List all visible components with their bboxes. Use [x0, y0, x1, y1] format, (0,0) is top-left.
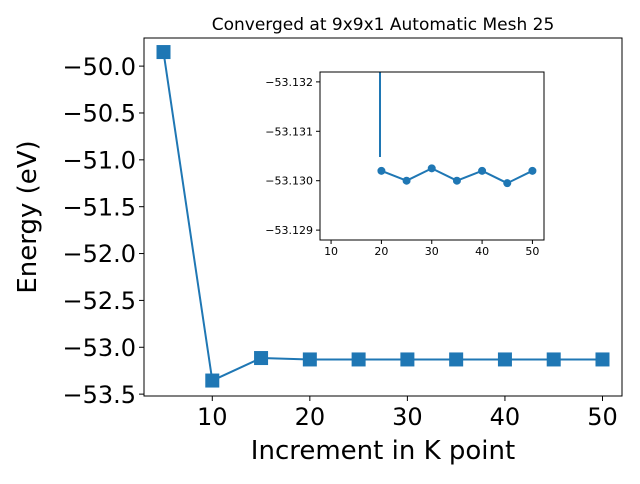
inset-x-tick-label: 20 [374, 245, 388, 258]
inset-y-tick-label: −53.132 [265, 76, 313, 89]
inset-x-ticks: 10 20 30 40 50 [324, 240, 539, 258]
inset-axes-frame [319, 71, 545, 241]
main-data-point [156, 45, 171, 60]
inset-y-tick-label: −53.129 [265, 224, 313, 237]
inset-x-tick-label: 50 [525, 245, 539, 258]
main-y-tick-label: −51.0 [62, 146, 136, 174]
main-y-tick-label: −51.5 [62, 193, 136, 221]
inset-data-point [452, 176, 461, 185]
main-y-tick-label: −52.5 [62, 287, 136, 315]
main-series [156, 45, 610, 388]
y-axis-label: Energy (eV) [13, 140, 43, 293]
main-y-tick-label: −50.5 [62, 100, 136, 128]
inset-y-ticks: −53.132 −53.131 −53.130 −53.129 [265, 76, 320, 237]
main-data-point [254, 351, 269, 366]
inset-data-point [427, 164, 436, 173]
main-y-tick-label: −50.0 [62, 53, 136, 81]
main-x-tick-label: 50 [587, 403, 618, 431]
main-data-point [205, 373, 220, 388]
main-y-tick-label: −53.0 [62, 334, 136, 362]
inset-y-tick-label: −53.131 [265, 125, 313, 138]
inset-x-tick-label: 10 [324, 245, 338, 258]
inset-data-point [377, 166, 386, 175]
main-x-tick-label: 40 [490, 403, 521, 431]
main-x-tick-label: 10 [197, 403, 228, 431]
main-data-point [351, 352, 366, 367]
main-data-point [400, 352, 415, 367]
inset-plot-area [320, 72, 544, 240]
main-data-point [595, 352, 610, 367]
inset-data-point [528, 166, 537, 175]
inset-axes: 10 20 30 40 50 −53.132 −53.131 −53.130 −53.129 [265, 71, 545, 258]
main-y-ticks: −50.0 −50.5 −51.0 −51.5 −52.0 −52.5 −53.0 −53.5 [62, 53, 144, 409]
main-y-tick-label: −53.5 [62, 381, 136, 409]
main-axes-frame [143, 37, 623, 397]
main-data-point [302, 352, 317, 367]
inset-data-point [478, 166, 487, 175]
main-x-tick-label: 20 [295, 403, 326, 431]
main-y-tick-label: −52.0 [62, 240, 136, 268]
main-series-line [162, 51, 603, 382]
inset-y-tick-label: −53.130 [265, 175, 313, 188]
inset-x-tick-label: 30 [425, 245, 439, 258]
main-data-point [449, 352, 464, 367]
inset-x-tick-label: 40 [475, 245, 489, 258]
inset-series [377, 164, 537, 188]
main-data-point [546, 352, 561, 367]
main-data-point [497, 352, 512, 367]
chart-title: Converged at 9x9x1 Automatic Mesh 25 [212, 15, 555, 35]
main-x-tick-label: 30 [392, 403, 423, 431]
inset-data-point [402, 176, 411, 185]
inset-data-point [503, 179, 512, 188]
x-axis-label: Increment in K point [251, 436, 515, 466]
main-x-ticks: 10 20 30 40 50 [197, 396, 618, 431]
